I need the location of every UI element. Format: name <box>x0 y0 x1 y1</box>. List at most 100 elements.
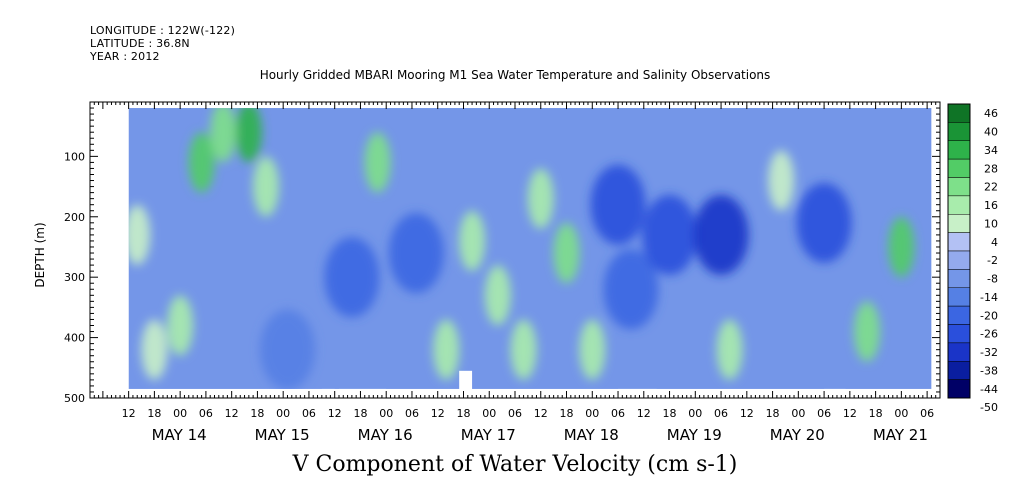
field-feature <box>433 319 460 380</box>
field-feature <box>388 213 444 294</box>
field-feature <box>128 204 151 265</box>
y-tick-label: 200 <box>64 211 85 224</box>
x-day-label: MAY 21 <box>873 426 928 444</box>
x-tick-label: 06 <box>302 407 316 420</box>
colorbar-swatch <box>947 287 971 307</box>
x-tick-label: 12 <box>740 407 754 420</box>
x-tick-label: 00 <box>791 407 805 420</box>
colorbar-label: -44 <box>980 383 998 396</box>
longitude-label: LONGITUDE : 122W(-122) <box>90 24 236 37</box>
field-feature <box>188 132 215 193</box>
colorbar-label: 28 <box>984 162 998 175</box>
colorbar-swatch <box>947 122 971 141</box>
colorbar-label: 34 <box>984 144 998 157</box>
field-feature <box>324 237 380 318</box>
colorbar-label: 22 <box>984 181 998 194</box>
colorbar-swatch <box>947 305 971 325</box>
variable-title: V Component of Water Velocity (cm s-1) <box>292 452 738 477</box>
year-label: YEAR : 2012 <box>90 50 160 63</box>
colorbar-swatch <box>947 379 971 399</box>
x-tick-label: 12 <box>225 407 239 420</box>
x-day-label: MAY 14 <box>152 426 207 444</box>
colorbar-label: -26 <box>980 328 998 341</box>
colorbar-swatch <box>947 232 971 252</box>
colorbar-label: 10 <box>984 217 998 230</box>
colorbar-swatch <box>947 103 971 123</box>
field-feature <box>459 210 486 271</box>
x-tick-label: 18 <box>250 407 264 420</box>
x-tick-label: 18 <box>766 407 780 420</box>
x-tick-label: 00 <box>276 407 290 420</box>
x-tick-label: 12 <box>328 407 342 420</box>
field-feature <box>141 319 168 380</box>
x-tick-label: 12 <box>431 407 445 420</box>
x-tick-label: 12 <box>122 407 136 420</box>
data-field <box>128 108 932 398</box>
colorbar-label: -14 <box>980 291 998 304</box>
x-tick-label: 00 <box>585 407 599 420</box>
colorbar-label: 46 <box>984 107 998 120</box>
field-feature <box>579 319 606 380</box>
field-feature <box>716 319 743 380</box>
missing-data <box>459 370 473 389</box>
x-tick-label: 00 <box>894 407 908 420</box>
x-day-label: MAY 17 <box>461 426 516 444</box>
x-tick-label: 18 <box>560 407 574 420</box>
colorbar-swatch <box>947 140 971 160</box>
field-feature <box>553 223 580 284</box>
colorbar-swatch <box>947 361 971 380</box>
x-tick-label: 06 <box>920 407 934 420</box>
x-tick-label: 00 <box>379 407 393 420</box>
colorbar-swatch <box>947 250 971 270</box>
colorbar-label: -20 <box>980 309 998 322</box>
field-feature <box>888 216 915 277</box>
colorbar-label: -32 <box>980 346 998 359</box>
field-feature <box>527 168 554 229</box>
y-axis-label: DEPTH (m) <box>33 222 47 287</box>
colorbar: 46 40 34 28 22 16 10 4 -2 -8 -14 -20 -26 -32 -38 -44 -50 <box>947 103 998 414</box>
colorbar-frame <box>947 103 971 399</box>
x-tick-label: 18 <box>869 407 883 420</box>
colorbar-swatch <box>947 177 971 197</box>
field-feature <box>693 194 749 275</box>
field-feature <box>768 150 795 211</box>
x-tick-label: 06 <box>405 407 419 420</box>
y-tick-label: 500 <box>64 392 85 405</box>
chart-title: Hourly Gridded MBARI Mooring M1 Sea Wate… <box>259 68 771 82</box>
colorbar-swatch <box>947 195 971 215</box>
x-tick-label: 12 <box>534 407 548 420</box>
colorbar-label: -38 <box>980 364 998 377</box>
field-feature <box>167 295 194 356</box>
colorbar-swatch <box>947 214 971 233</box>
missing-data <box>339 389 386 398</box>
y-tick-label: 400 <box>64 332 85 345</box>
field-feature <box>364 132 391 193</box>
field-feature <box>603 249 659 330</box>
field-feature <box>590 164 646 245</box>
colorbar-swatch <box>947 342 971 362</box>
x-tick-label: 12 <box>637 407 651 420</box>
y-tick-label: 300 <box>64 271 85 284</box>
colorbar-swatch <box>947 158 971 178</box>
x-day-label: MAY 16 <box>358 426 413 444</box>
field-feature <box>796 182 852 263</box>
colorbar-label: -50 <box>980 401 998 414</box>
colorbar-label: 40 <box>984 126 998 139</box>
x-tick-label: 18 <box>147 407 161 420</box>
colorbar-label: -8 <box>987 273 998 286</box>
field-feature <box>210 108 237 163</box>
x-day-label: MAY 19 <box>667 426 722 444</box>
x-tick-label: 12 <box>843 407 857 420</box>
x-tick-label: 18 <box>353 407 367 420</box>
colorbar-label: 16 <box>984 199 998 212</box>
field-feature <box>854 301 881 362</box>
x-tick-label: 18 <box>456 407 470 420</box>
x-day-label: MAY 15 <box>255 426 310 444</box>
y-tick-label: 100 <box>64 150 85 163</box>
latitude-label: LATITUDE : 36.8N <box>90 37 190 50</box>
field-feature <box>235 108 262 163</box>
x-tick-label: 00 <box>688 407 702 420</box>
x-tick-label: 06 <box>508 407 522 420</box>
field-feature <box>642 194 698 275</box>
